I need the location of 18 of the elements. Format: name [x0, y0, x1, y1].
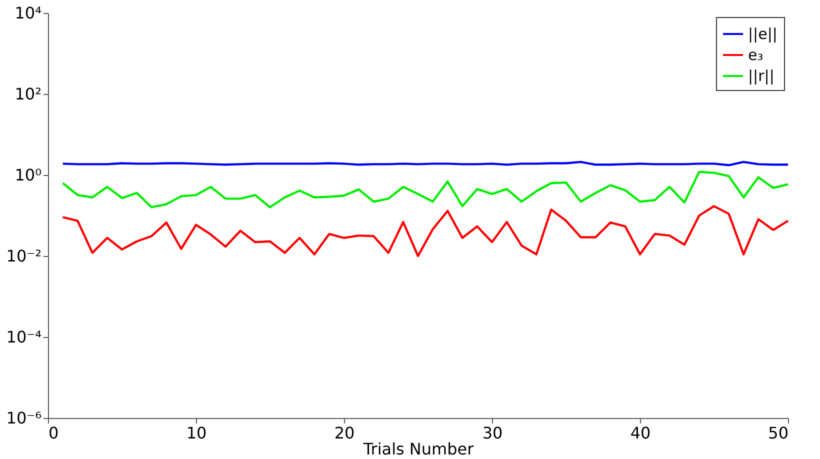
- line-series: [62, 170, 790, 208]
- y-tick-label: 10⁴: [14, 4, 42, 22]
- x-tick-label: 50: [768, 424, 788, 442]
- y-tick-label: 10⁻⁴: [6, 328, 42, 346]
- x-axis-title: Trials Number: [362, 440, 474, 458]
- x-tick-label: 30: [482, 424, 503, 442]
- legend-label: ||r||: [748, 67, 774, 85]
- legend-label: e₃: [748, 46, 764, 64]
- y-tick-label: 10²: [14, 84, 42, 104]
- x-tick-label: 10: [186, 424, 207, 442]
- line-series: [62, 205, 790, 258]
- legend-label: ||e||: [748, 25, 778, 43]
- y-tick-label: 10⁻⁶: [6, 408, 42, 428]
- x-tick-label: 0: [48, 424, 59, 442]
- x-tick-label: 20: [334, 424, 355, 442]
- y-tick-label: 10⁰: [14, 166, 42, 184]
- x-tick-label: 40: [630, 424, 651, 442]
- y-tick-label: 10⁻²: [6, 246, 42, 266]
